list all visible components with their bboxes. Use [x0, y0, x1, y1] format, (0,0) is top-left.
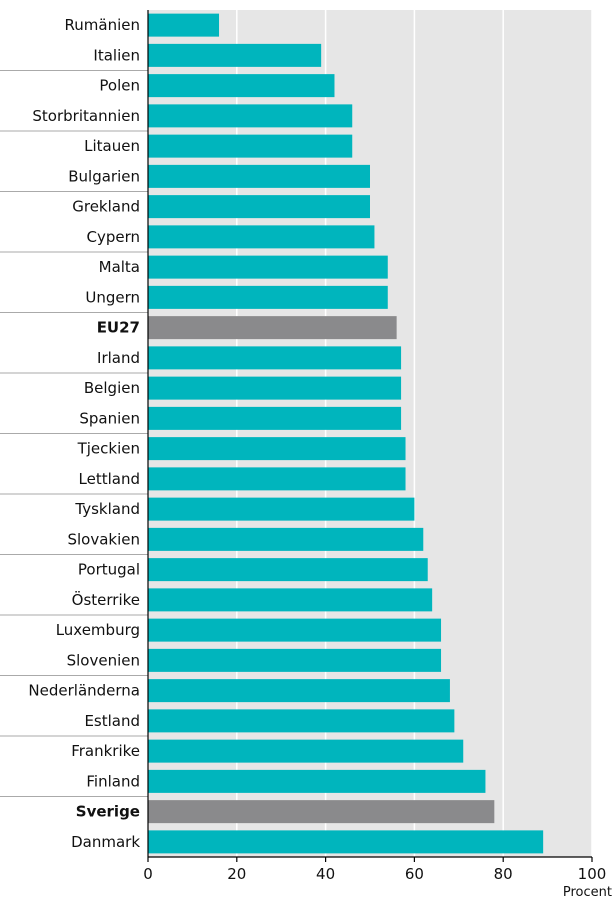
category-label: Malta [99, 258, 140, 276]
category-label: Irland [97, 349, 140, 367]
category-label: Lettland [79, 470, 140, 488]
category-label: Finland [86, 772, 140, 790]
x-axis-label: Procent [563, 885, 612, 900]
category-label: Danmark [71, 833, 140, 851]
category-label: Cypern [86, 228, 140, 246]
bar [148, 739, 464, 763]
bar [148, 618, 442, 642]
bar [148, 709, 455, 733]
category-label: Belgien [84, 379, 140, 397]
category-label: Spanien [79, 409, 140, 427]
bar [148, 346, 402, 370]
category-label: Portugal [78, 561, 140, 579]
bar [148, 406, 402, 430]
category-label: Estland [84, 712, 140, 730]
category-label: Grekland [72, 198, 140, 216]
x-tick-label: 20 [227, 865, 246, 883]
bar [148, 648, 442, 672]
bar [148, 164, 370, 188]
bar [148, 255, 388, 279]
bar [148, 134, 353, 158]
bar [148, 437, 406, 461]
bar [148, 104, 353, 128]
category-label: Österrike [72, 590, 140, 609]
bar [148, 316, 397, 340]
category-label: Tjeckien [77, 440, 140, 458]
bar [148, 800, 495, 824]
category-label: Italien [93, 46, 140, 64]
bar [148, 13, 220, 37]
category-label: Rumänien [65, 16, 140, 34]
bar [148, 195, 370, 219]
x-tick-label: 80 [494, 865, 513, 883]
x-tick-label: 40 [316, 865, 335, 883]
category-label: Polen [99, 77, 140, 95]
category-label: Storbritannien [32, 107, 140, 125]
bar [148, 43, 322, 67]
x-axis-ticks: 0 20 40 60 80 100 [143, 857, 606, 883]
bars [148, 13, 544, 854]
bar [148, 225, 375, 249]
category-label: Tyskland [74, 500, 140, 518]
category-label: Litauen [84, 137, 140, 155]
bar [148, 527, 424, 551]
category-label: EU27 [97, 319, 140, 337]
category-label: Frankrike [71, 742, 140, 760]
x-tick-label: 0 [143, 865, 153, 883]
x-tick-label: 100 [578, 865, 607, 883]
bar [148, 467, 406, 491]
category-label: Ungern [85, 288, 140, 306]
category-label: Nederländerna [28, 682, 140, 700]
bar [148, 285, 388, 309]
category-label: Slovakien [67, 530, 140, 548]
bar [148, 74, 335, 98]
category-label: Sverige [76, 803, 140, 821]
bar [148, 830, 544, 854]
category-labels: Rumänien Italien Polen Storbritannien Litaue… [28, 16, 140, 851]
bar [148, 679, 450, 703]
bar [148, 558, 428, 582]
x-tick-label: 60 [405, 865, 424, 883]
bar [148, 588, 433, 612]
category-label: Luxemburg [56, 621, 140, 639]
category-label: Slovenien [67, 651, 140, 669]
bar [148, 497, 415, 521]
row-separators [0, 70, 148, 797]
bar [148, 769, 486, 793]
bar [148, 376, 402, 400]
category-label: Bulgarien [68, 167, 140, 185]
